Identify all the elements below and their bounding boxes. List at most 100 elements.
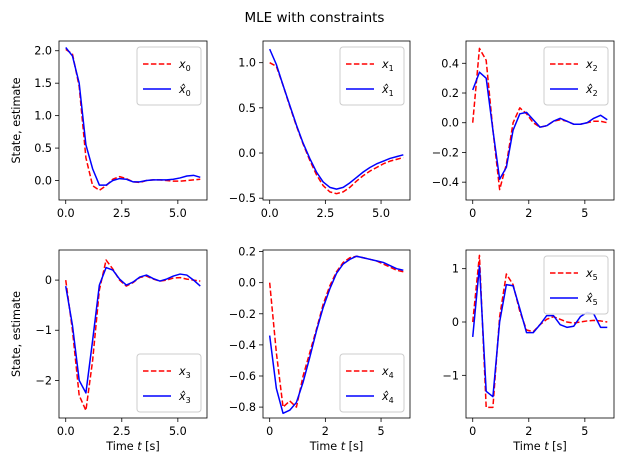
legend-label: x0 (178, 58, 191, 73)
axes-frame (262, 249, 411, 419)
legend-label: x̂3 (178, 390, 191, 405)
legend: x4 x̂4 (339, 353, 405, 413)
y-tick-label: −0.4 (229, 339, 256, 352)
y-axis-label: State, estimate (10, 291, 23, 377)
series-line-estimate (65, 47, 201, 186)
axes-frame (465, 249, 615, 419)
x-tick-label: 5 (377, 425, 384, 438)
legend: x0 x̂0 (136, 46, 202, 106)
x-tick-label: 0 (469, 207, 476, 220)
x-tick-label: 2.5 (113, 207, 131, 220)
legend-label: x5 (585, 267, 598, 282)
y-axis-label: State, estimate (10, 77, 23, 163)
legend: x3 x̂3 (136, 353, 202, 413)
x-tick-label: 5.0 (372, 207, 390, 220)
subplot-3: 0.0 2.5 5.0 −2 −1 0 State, estimate Time t [s] x… (10, 249, 208, 453)
y-tick-label: 0.0 (238, 147, 256, 160)
axes-frame (58, 40, 208, 201)
series-line-estimate (268, 255, 404, 415)
y-tick-label: 0.2 (238, 246, 256, 259)
series-line-estimate (268, 48, 404, 190)
subplot-4: 0 2 5 −0.8 −0.6 −0.4 −0.2 0.0 0.2 Time t [s] x4 x̂4 (229, 246, 411, 453)
x-axis-label: Time t [s] (105, 440, 159, 453)
y-tick-label: 0.2 (441, 87, 459, 100)
y-tick-label: 0.5 (238, 102, 256, 115)
legend-label: x2 (585, 58, 598, 73)
legend-label: x̂5 (585, 292, 598, 307)
legend: x5 x̂5 (543, 255, 609, 315)
legend-box (136, 46, 202, 106)
x-tick-label: 2 (525, 207, 532, 220)
x-tick-label: 2 (525, 425, 532, 438)
y-tick-label: 0 (45, 274, 52, 287)
y-tick-label: 2.0 (34, 45, 52, 58)
x-tick-label: 2 (322, 425, 329, 438)
legend-box (543, 46, 609, 106)
y-tick-label: −1 (443, 369, 460, 382)
legend-label: x̂0 (178, 83, 191, 98)
y-tick-label: −1 (36, 324, 53, 337)
y-tick-label: −0.2 (229, 308, 256, 321)
y-tick-label: 1.5 (34, 77, 52, 90)
legend-box (339, 46, 405, 106)
figure-title: MLE with constraints (245, 10, 385, 26)
x-tick-label: 5.0 (169, 425, 187, 438)
y-tick-label: 1.0 (34, 110, 52, 123)
series-group (64, 259, 201, 412)
x-tick-label: 0 (266, 425, 273, 438)
legend-label: x̂2 (585, 83, 598, 98)
legend-box (136, 353, 202, 413)
subplot-2: 0 2 5 −0.4 −0.2 0.0 0.2 0.4 x2 x̂2 (432, 40, 615, 220)
x-axis-label: Time t [s] (309, 440, 363, 453)
x-axis-label: Time t [s] (512, 440, 566, 453)
y-tick-label: −0.6 (229, 370, 256, 383)
legend-label: x1 (381, 58, 394, 73)
x-tick-label: 5 (581, 425, 588, 438)
y-tick-label: −0.8 (229, 401, 256, 414)
x-tick-label: 2.5 (113, 425, 131, 438)
x-tick-label: 0.0 (57, 207, 75, 220)
y-tick-label: −0.4 (432, 176, 459, 189)
y-tick-label: −0.5 (229, 192, 256, 205)
subplot-1: 0.0 2.5 5.0 −0.5 0.0 0.5 1.0 x1 x̂1 (229, 40, 411, 220)
x-tick-label: 5.0 (169, 207, 187, 220)
x-tick-label: 2.5 (316, 207, 334, 220)
y-tick-label: 0 (452, 316, 459, 329)
series-group (471, 47, 608, 191)
y-tick-label: 0.4 (441, 57, 459, 70)
legend-box (339, 353, 405, 413)
legend-label: x̂4 (381, 390, 394, 405)
subplot-0: 0.0 2.5 5.0 0.0 0.5 1.0 1.5 2.0 State, estimate x… (10, 40, 208, 220)
series-line-state (65, 48, 201, 192)
series-group (268, 255, 404, 415)
legend-label: x3 (178, 365, 191, 380)
legend-box (543, 255, 609, 315)
series-line-estimate (472, 71, 608, 180)
axes-frame (262, 40, 411, 201)
x-tick-label: 0.0 (57, 425, 75, 438)
axes-frame (58, 249, 208, 419)
series-group (65, 47, 201, 192)
y-tick-label: 1.0 (238, 57, 256, 70)
x-tick-label: 0 (469, 425, 476, 438)
y-tick-label: 1 (452, 263, 459, 276)
y-tick-label: 0.0 (441, 117, 459, 130)
y-tick-label: −0.2 (432, 146, 459, 159)
y-tick-label: −2 (36, 374, 53, 387)
x-tick-label: 0.0 (261, 207, 279, 220)
y-tick-label: 0.5 (34, 142, 52, 155)
legend-label: x4 (381, 365, 394, 380)
axes-frame (465, 40, 615, 201)
legend: x2 x̂2 (543, 46, 609, 106)
x-tick-label: 5 (581, 207, 588, 220)
series-line-estimate (64, 266, 201, 394)
subplot-5: 0 2 5 −1 0 1 Time t [s] x5 x̂5 (443, 249, 615, 453)
series-line-state (268, 255, 404, 408)
legend: x1 x̂1 (339, 46, 405, 106)
legend-label: x̂1 (381, 83, 394, 98)
y-tick-label: 0.0 (238, 277, 256, 290)
subplot-grid: 0.0 2.5 5.0 0.0 0.5 1.0 1.5 2.0 State, estimate x… (10, 40, 615, 453)
y-tick-label: 0.0 (34, 175, 52, 188)
series-group (268, 48, 404, 195)
